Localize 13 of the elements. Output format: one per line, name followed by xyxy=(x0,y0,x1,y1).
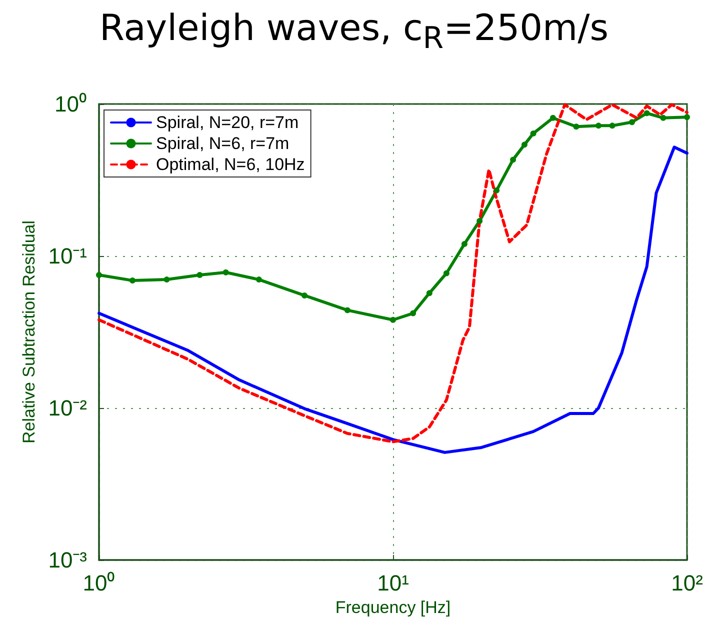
legend-label: Optimal, N=6, 10Hz xyxy=(156,155,305,174)
y-tick-label: 10⁻² xyxy=(48,396,87,420)
y-tick-label: 10⁻³ xyxy=(48,548,87,572)
y-tick-label: 10⁰ xyxy=(54,92,87,116)
x-tick-label: 10⁰ xyxy=(82,570,116,596)
x-tick-label: 10² xyxy=(671,570,703,596)
legend-label: Spiral, N=20, r=7m xyxy=(156,113,299,132)
legend-label: Spiral, N=6, r=7m xyxy=(156,134,290,153)
chart-title: Rayleigh waves, c$_{R}$=250m/s xyxy=(98,8,610,56)
x-tick-label: 10¹ xyxy=(377,570,409,596)
y-axis-title: Relative Subtraction Residual xyxy=(19,220,38,444)
y-tick-label: 10⁻¹ xyxy=(48,244,87,268)
x-axis-title: Frequency [Hz] xyxy=(335,598,451,617)
